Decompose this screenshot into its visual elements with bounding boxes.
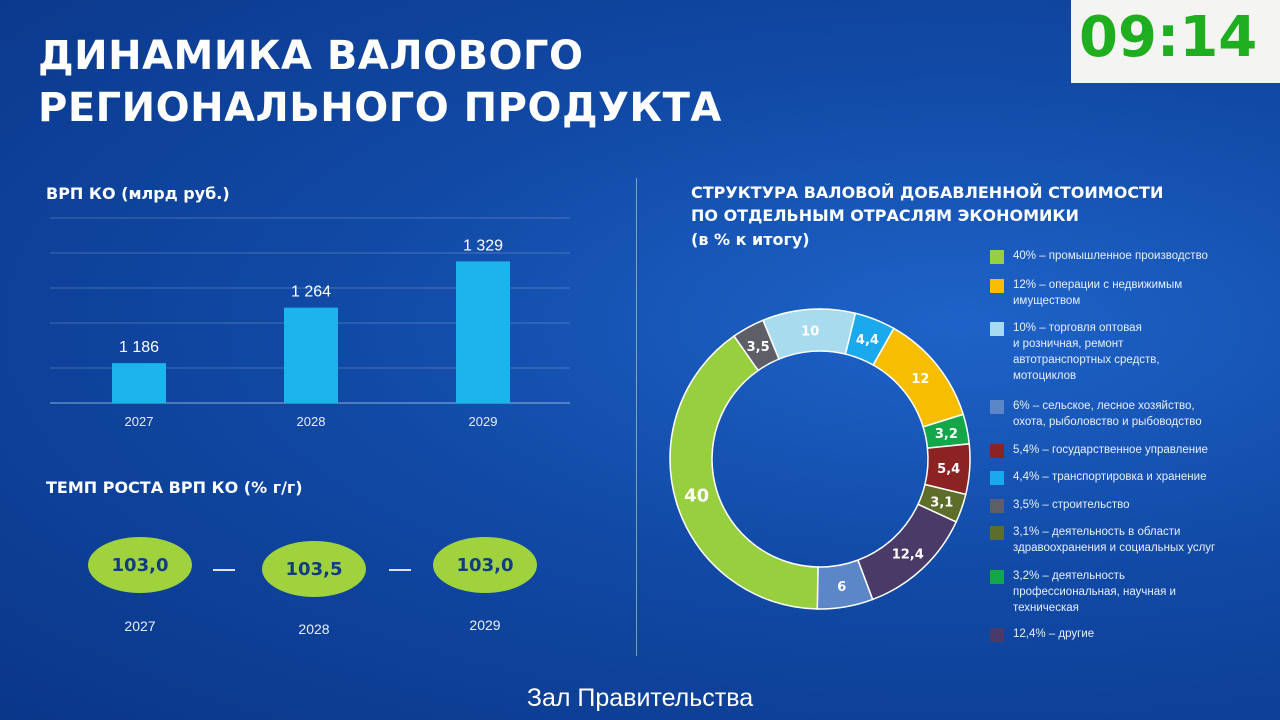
growth-dash <box>389 569 411 571</box>
page-title: Динамика валового регионального продукта <box>38 33 722 131</box>
legend-label: 4,4% – транспортировка и хранение <box>1013 471 1207 483</box>
growth-dash <box>213 569 235 571</box>
donut-chart-title-line1: СТРУКТУРА ВАЛОВОЙ ДОБАВЛЕННОЙ СТОИМОСТИ <box>691 183 1164 202</box>
bar-value-label: 1 329 <box>463 237 503 254</box>
legend-label: 3,2% – деятельность профессиональная, на… <box>1013 570 1176 614</box>
donut-chart-title-line2: ПО ОТДЕЛЬНЫМ ОТРАСЛЯМ ЭКОНОМИКИ <box>691 206 1079 225</box>
donut-slice-label: 3,1 <box>930 495 953 510</box>
growth-year-label: 2027 <box>124 618 156 634</box>
donut-slice-label: 40 <box>684 486 709 507</box>
donut-chart-title-line3: (в % к итогу) <box>691 230 810 249</box>
legend-swatch <box>990 570 1004 584</box>
grp-bar-chart: 1 186 2027 1 264 2028 1 329 2029 <box>50 217 570 429</box>
x-tick-label: 2027 <box>125 414 154 429</box>
donut-slice-label: 5,4 <box>937 462 960 477</box>
room-caption: Зал Правительства <box>526 684 754 712</box>
donut-slice-label: 6 <box>837 580 846 595</box>
legend-swatch <box>990 400 1004 414</box>
donut-slice-label: 12 <box>911 372 929 387</box>
donut-slice-label: 4,4 <box>856 333 879 348</box>
legend-label: 3,5% – строительство <box>1013 499 1130 511</box>
legend-label: 5,4% – государственное управление <box>1013 444 1208 456</box>
section-divider <box>636 178 637 656</box>
growth-pill-2029: 103,0 <box>433 537 537 593</box>
legend-swatch <box>990 471 1004 485</box>
legend-label: 6% – сельское, лесное хозяйство, охота, … <box>1013 400 1202 428</box>
bar-value-label: 1 264 <box>291 284 331 301</box>
donut-slice-label: 3,2 <box>935 427 958 442</box>
legend-label: 3,1% – деятельность в области здравоохра… <box>1013 526 1216 554</box>
x-tick-label: 2028 <box>297 414 326 429</box>
legend-swatch <box>990 526 1004 540</box>
donut-slice-label: 3,5 <box>747 340 770 355</box>
legend-label: 12,4% – другие <box>1013 628 1095 640</box>
donut-slice-label: 10 <box>801 324 819 339</box>
legend-swatch <box>990 444 1004 458</box>
growth-pill-2028: 103,5 <box>262 541 366 597</box>
growth-year-label: 2028 <box>298 621 330 637</box>
legend-label: 12% – операции с недвижимым имуществом <box>1013 279 1183 307</box>
donut-slice-label: 12,4 <box>892 548 924 563</box>
legend-swatch <box>990 279 1004 293</box>
growth-year-label: 2029 <box>469 617 501 633</box>
legend-swatch <box>990 322 1004 336</box>
x-tick-label: 2029 <box>469 414 498 429</box>
growth-pill-2027: 103,0 <box>88 537 192 593</box>
bar-2029 <box>456 261 510 403</box>
legend-label: 10% – торговля оптовая и розничная, ремо… <box>1013 322 1160 382</box>
legend-swatch <box>990 250 1004 264</box>
donut-slice <box>669 335 819 610</box>
legend-swatch <box>990 628 1004 642</box>
growth-section-title: ТЕМП РОСТА ВРП КО (% г/г) <box>46 478 303 497</box>
bar-2028 <box>284 307 338 403</box>
bar-value-label: 1 186 <box>119 339 159 356</box>
bar-2027 <box>112 363 166 403</box>
legend-label: 40% – промышленное производство <box>1013 250 1208 262</box>
clock-overlay: 09:14 <box>1071 0 1280 83</box>
donut-slice <box>733 319 780 372</box>
gva-structure-donut-chart: 10 4,4 12 3,2 5,4 3,1 12,4 6 40 3,5 <box>669 308 971 610</box>
bar-chart-title: ВРП КО (млрд руб.) <box>46 184 230 203</box>
legend-swatch <box>990 499 1004 513</box>
